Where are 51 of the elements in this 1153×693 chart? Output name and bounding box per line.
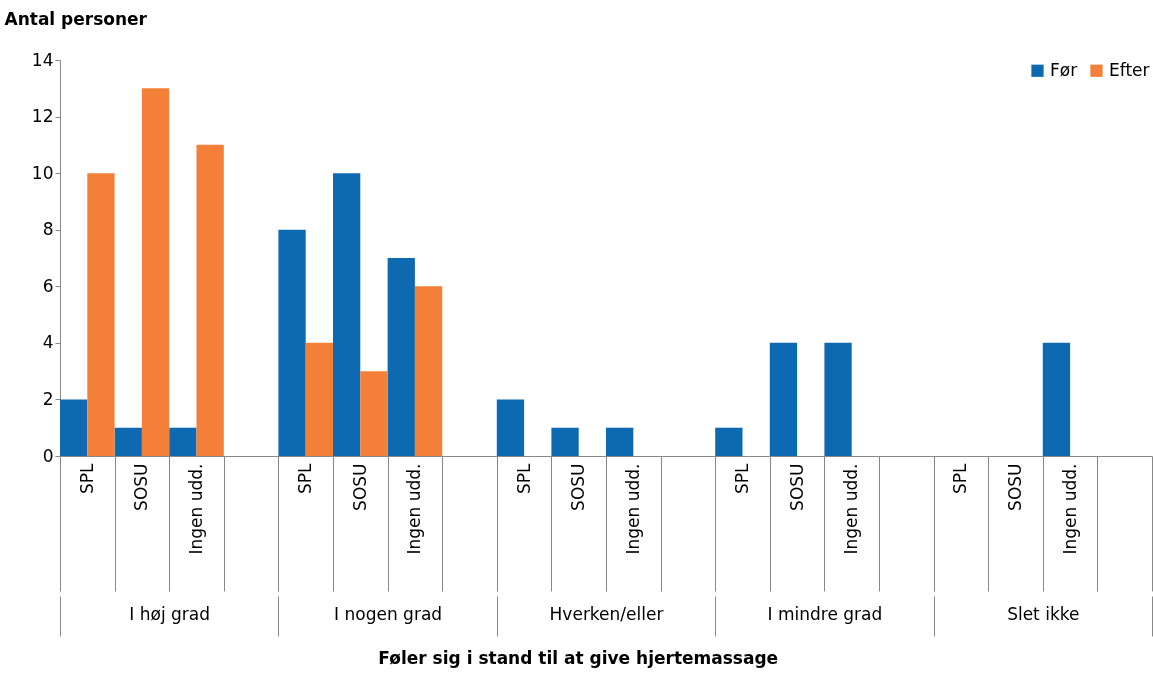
x-tick-label: Ingen udd.	[1059, 463, 1080, 555]
bar	[769, 342, 798, 456]
x-tick-label: Ingen udd.	[404, 463, 425, 555]
y-tick-label: 10	[31, 162, 54, 183]
x-tick-label: SPL	[295, 462, 316, 495]
x-tick-label: SOSU	[786, 463, 807, 511]
bar	[333, 173, 361, 456]
x-tick-label: Ingen udd.	[186, 463, 206, 555]
text: I nogen grad	[334, 603, 443, 624]
y-axis-title: Antal personer	[4, 8, 148, 29]
x-tick-label: Ingen udd.	[841, 463, 862, 555]
bar	[715, 427, 743, 456]
legend-label: Efter	[1109, 59, 1150, 80]
bar	[196, 144, 224, 456]
text: Føler sig i stand til at give hjertemassage	[378, 647, 779, 668]
y-tick-label: 6	[42, 275, 54, 296]
legend-label: Før	[1050, 59, 1078, 80]
y-tick-label: 8	[42, 219, 54, 240]
bar	[169, 427, 197, 456]
bar	[824, 342, 852, 456]
x-tick-label: Ingen udd.	[622, 463, 643, 555]
x-tick-label: SOSU	[349, 463, 370, 511]
bar	[60, 399, 88, 456]
bar	[387, 258, 415, 456]
text: Hverken/eller	[549, 603, 664, 624]
bar	[87, 173, 115, 456]
text: Slet ikke	[1007, 603, 1080, 624]
bar	[551, 427, 579, 456]
bar	[141, 88, 170, 456]
x-tick-label: SOSU	[568, 463, 589, 511]
bar	[1042, 342, 1071, 456]
x-tick-label: SOSU	[131, 463, 152, 511]
bar	[360, 371, 388, 456]
x-tick-label: SOSU	[1005, 463, 1025, 511]
bar	[305, 342, 333, 456]
bar	[496, 399, 525, 456]
bar	[414, 286, 443, 456]
y-tick-label: 2	[42, 388, 54, 409]
y-tick-label: 4	[42, 332, 54, 353]
x-tick-label: SPL	[76, 462, 97, 495]
y-tick-label: 12	[31, 106, 54, 127]
bar	[114, 427, 142, 456]
text: I høj grad	[129, 603, 211, 624]
y-tick-label: 14	[31, 49, 54, 70]
x-tick-label: SPL	[732, 462, 752, 495]
x-tick-label: SPL	[950, 462, 971, 495]
text: I mindre grad	[767, 603, 883, 624]
y-tick-label: 0	[42, 445, 54, 466]
x-tick-label: SPL	[513, 462, 534, 495]
bar	[606, 427, 634, 456]
bar	[278, 229, 306, 456]
